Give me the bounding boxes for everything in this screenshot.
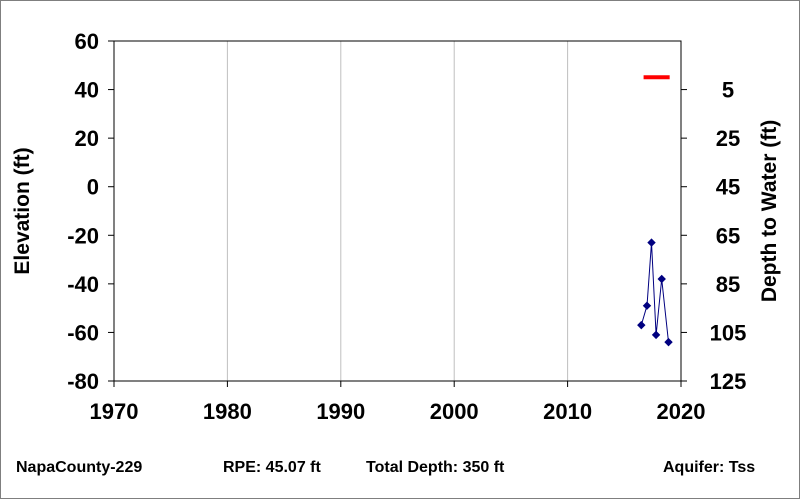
y-tick-label: 20: [75, 126, 99, 151]
x-tick-label: 1980: [203, 399, 252, 424]
x-tick-label: 1970: [90, 399, 139, 424]
y-tick-label: -20: [67, 223, 99, 248]
y-tick-label: 0: [87, 175, 99, 200]
x-tick-label: 2000: [430, 399, 479, 424]
y-tick-label: 40: [75, 78, 99, 103]
plot-area: [114, 41, 681, 381]
y2-tick-label: 85: [716, 272, 740, 297]
y2-tick-label: 5: [722, 78, 734, 103]
y2-tick-label: 25: [716, 126, 740, 151]
y2-tick-label: 125: [710, 369, 747, 394]
data-point: [642, 301, 652, 310]
plot-border: [113, 40, 682, 382]
data-point: [657, 274, 666, 284]
y-tick-label: -80: [67, 369, 99, 394]
x-tick-label: 2020: [657, 399, 706, 424]
x-tick-label: 2010: [543, 399, 592, 424]
well-id: NapaCounty-229: [16, 459, 143, 476]
y2-axis-title: Depth to Water (ft): [758, 120, 781, 302]
y2-tick-label: 105: [710, 320, 747, 345]
data-point: [664, 337, 673, 347]
total-depth-label: Total Depth: 350 ft: [366, 459, 505, 476]
data-point: [637, 320, 646, 330]
data-point: [651, 330, 661, 340]
rpe-label: RPE: 45.07 ft: [223, 459, 321, 476]
data-point: [647, 238, 656, 247]
y-tick-label: 60: [75, 29, 99, 54]
y-tick-label: -40: [67, 272, 99, 297]
aquifer-label: Aquifer: Tss: [663, 459, 756, 476]
y2-tick-label: 45: [716, 175, 740, 200]
y-axis-title: Elevation (ft): [11, 147, 34, 274]
y2-tick-label: 65: [716, 223, 740, 248]
y-tick-label: -60: [67, 320, 99, 345]
x-tick-label: 1990: [316, 399, 365, 424]
